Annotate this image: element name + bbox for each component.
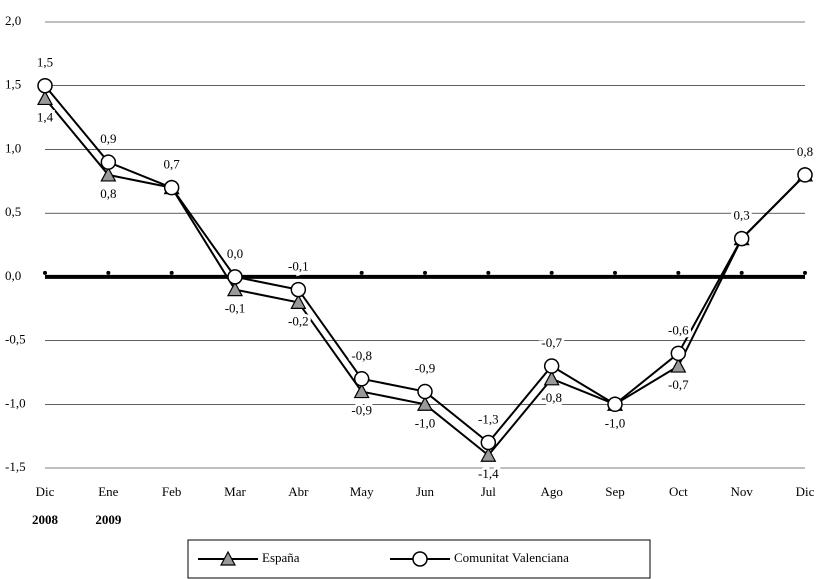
x-tick <box>359 270 364 275</box>
y-tick-label: -1,0 <box>5 395 26 410</box>
data-label: 0,7 <box>164 157 181 172</box>
data-label: -0,7 <box>668 377 689 392</box>
data-label: -0,1 <box>288 259 309 274</box>
marker <box>480 446 497 462</box>
y-tick-label: 0,5 <box>5 204 21 219</box>
x-tick-label: Ago <box>540 484 562 499</box>
data-label: 0,8 <box>100 186 116 201</box>
x-tick <box>739 270 744 275</box>
marker <box>36 90 54 106</box>
data-label: -1,4 <box>478 466 499 481</box>
y-tick-label: 0,0 <box>5 268 21 283</box>
marker <box>543 370 560 386</box>
x-tick <box>43 270 47 275</box>
marker <box>290 294 307 309</box>
marker <box>412 551 428 567</box>
x-tick <box>549 270 554 275</box>
data-label: -1,0 <box>415 415 436 430</box>
x-tick <box>423 270 427 275</box>
data-label: 0,3 <box>734 208 750 223</box>
x-tick <box>486 270 491 275</box>
x-tick <box>106 270 111 275</box>
x-tick-label: Sep <box>605 484 625 499</box>
marker <box>416 396 434 411</box>
data-label: 1,5 <box>37 55 53 70</box>
data-label: -0,7 <box>541 335 562 350</box>
y-tick-label: -1,5 <box>5 459 26 474</box>
y-tick-label: 1,0 <box>5 140 21 155</box>
marker <box>219 550 237 566</box>
x-tick-label: Jun <box>416 484 435 499</box>
legend-label: Comunitat Valenciana <box>454 550 569 565</box>
marker <box>417 383 433 400</box>
marker <box>797 167 813 183</box>
marker <box>480 434 497 451</box>
x-tick-label: Dic <box>36 484 55 499</box>
legend-label: España <box>262 550 300 565</box>
data-label: 0,9 <box>100 131 116 146</box>
x-tick <box>803 270 807 275</box>
x-tick-label: Feb <box>162 484 182 499</box>
x-tick-label: Mar <box>224 484 246 499</box>
y-tick-label: -0,5 <box>5 332 26 347</box>
data-label: -0,1 <box>225 301 246 316</box>
marker <box>226 281 244 297</box>
marker <box>290 281 307 298</box>
x-tick-label: Ene <box>98 484 118 499</box>
marker <box>543 358 560 374</box>
data-label: -0,8 <box>541 390 562 405</box>
x-tick <box>296 270 301 275</box>
data-label: 0,0 <box>227 246 243 261</box>
x-tick-label: Jul <box>481 484 497 499</box>
x-tick-label: May <box>350 484 374 499</box>
y-tick-label: 2,0 <box>5 13 21 28</box>
data-label: -0,9 <box>415 361 436 376</box>
x-tick <box>613 270 617 275</box>
x-tick <box>169 270 174 275</box>
y-tick-label: 1,5 <box>5 77 21 92</box>
data-label: -0,6 <box>668 322 689 337</box>
marker <box>37 77 53 94</box>
marker <box>163 179 180 196</box>
x-tick-label: Abr <box>288 484 309 499</box>
marker <box>670 345 687 362</box>
data-label: -0,2 <box>288 313 309 328</box>
data-label: -1,0 <box>605 415 626 430</box>
data-label: 1,4 <box>37 109 54 124</box>
x-tick-label: Dic <box>796 484 815 499</box>
x-tick-label: Nov <box>730 484 753 499</box>
year-label: 2008 <box>32 512 59 527</box>
marker <box>607 396 623 413</box>
marker <box>353 383 370 399</box>
marker <box>353 371 370 387</box>
marker <box>733 230 750 247</box>
data-label: -0,9 <box>351 403 372 418</box>
marker <box>670 357 687 373</box>
data-label: 0,8 <box>797 144 813 159</box>
data-label: -0,8 <box>351 348 372 363</box>
marker <box>227 269 243 285</box>
marker <box>100 154 117 170</box>
year-label: 2009 <box>95 512 122 527</box>
marker <box>100 166 117 182</box>
x-tick <box>676 270 681 275</box>
data-label: -1,3 <box>478 411 499 426</box>
x-tick-label: Oct <box>669 484 688 499</box>
